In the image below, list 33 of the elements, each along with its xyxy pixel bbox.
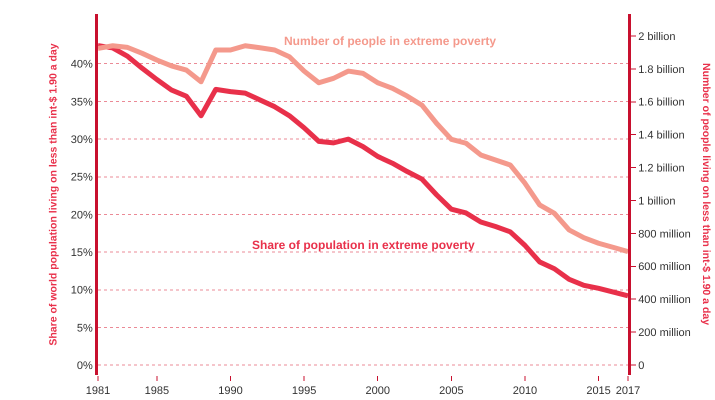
y2-tick-label: 1 billion	[638, 195, 676, 208]
y2-tick-label: 1.6 billion	[638, 96, 685, 109]
x-tick-label: 2000	[365, 385, 390, 398]
x-tick-label: 1995	[292, 385, 316, 398]
y-tick-label: 25%	[70, 172, 94, 184]
x-tick-label: 1990	[218, 385, 243, 398]
y-tick-label: 30%	[70, 134, 94, 146]
y2-tick-label: 0	[638, 360, 644, 372]
y2-axis-title: Number of people living on less than int-$ 1.90 a day	[700, 63, 712, 326]
y-tick-label: 20%	[70, 209, 94, 222]
x-tick-label: 2010	[512, 385, 538, 398]
series-label: Number of people in extreme poverty	[284, 34, 496, 48]
y-tick-label: 15%	[70, 247, 94, 259]
x-tick-label: 1985	[144, 385, 170, 398]
y-tick-label: 40%	[70, 58, 94, 71]
y2-tick-label: 1.2 billion	[638, 162, 685, 174]
x-tick-label: 1981	[86, 385, 110, 398]
y-tick-label: 10%	[70, 284, 94, 297]
x-tick-label: 2017	[616, 385, 640, 398]
y-tick-label: 35%	[70, 96, 94, 108]
y-tick-label: 0%	[76, 360, 94, 372]
y2-tick-label: 200 million	[638, 326, 691, 339]
y2-tick-label: 1.4 billion	[638, 130, 685, 142]
x-tick-label: 2015	[586, 385, 611, 398]
y-axis-title: Share of world population living on less than int-$ 1.90 a day	[48, 43, 60, 346]
y2-tick-label: 2 billion	[638, 30, 676, 43]
series-label: Share of population in extreme poverty	[252, 238, 476, 252]
x-tick-label: 2005	[439, 385, 464, 398]
y-tick-label: 5%	[76, 322, 94, 334]
y2-tick-label: 1.8 billion	[638, 64, 685, 76]
y2-tick-label: 400 million	[638, 294, 691, 306]
y2-tick-label: 600 million	[638, 261, 691, 274]
y2-tick-label: 800 million	[638, 228, 691, 240]
